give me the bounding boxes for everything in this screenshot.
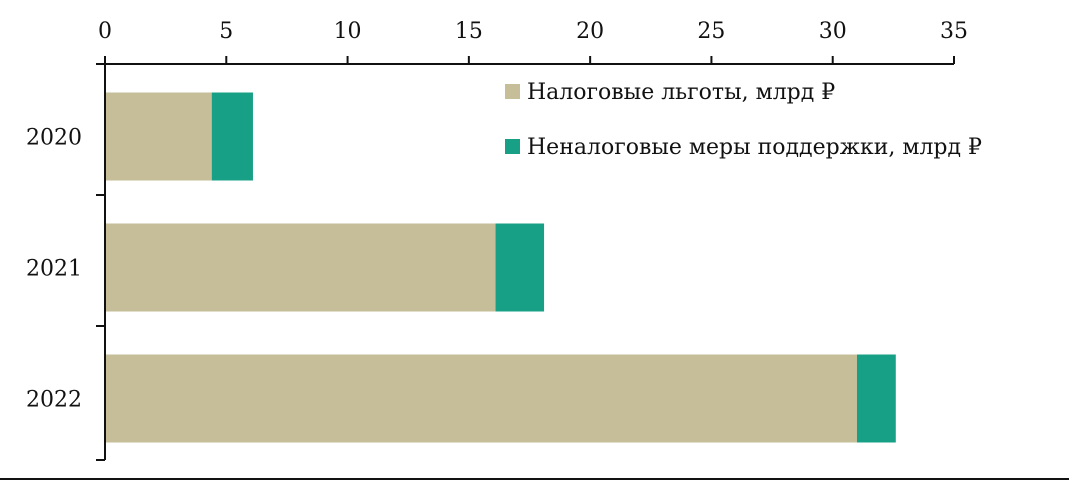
bar-2022-series-1	[105, 354, 857, 443]
category-label-2022: 2022	[26, 388, 82, 413]
x-tick-label-30: 30	[819, 19, 847, 44]
bar-2020-series-2	[211, 92, 253, 181]
x-tick-label-25: 25	[697, 19, 725, 44]
x-tick-label-0: 0	[98, 19, 112, 44]
x-tick-label-15: 15	[455, 19, 483, 44]
legend-label-1: Налоговые льготы, млрд ₽	[527, 80, 835, 105]
bar-2021-series-2	[495, 223, 545, 312]
bar-2022-series-2	[856, 354, 896, 443]
x-tick-label-10: 10	[334, 19, 362, 44]
x-tick-label-20: 20	[576, 19, 604, 44]
x-tick-label-35: 35	[940, 19, 968, 44]
x-tick-label-5: 5	[219, 19, 233, 44]
category-label-2020: 2020	[26, 126, 82, 151]
legend-swatch-2	[505, 139, 520, 154]
legend-swatch-1	[505, 84, 520, 99]
bar-2021-series-1	[105, 223, 496, 312]
legend-label-2: Неналоговые меры поддержки, млрд ₽	[527, 135, 982, 160]
category-label-2021: 2021	[26, 257, 82, 282]
bar-2020-series-1	[105, 92, 212, 181]
